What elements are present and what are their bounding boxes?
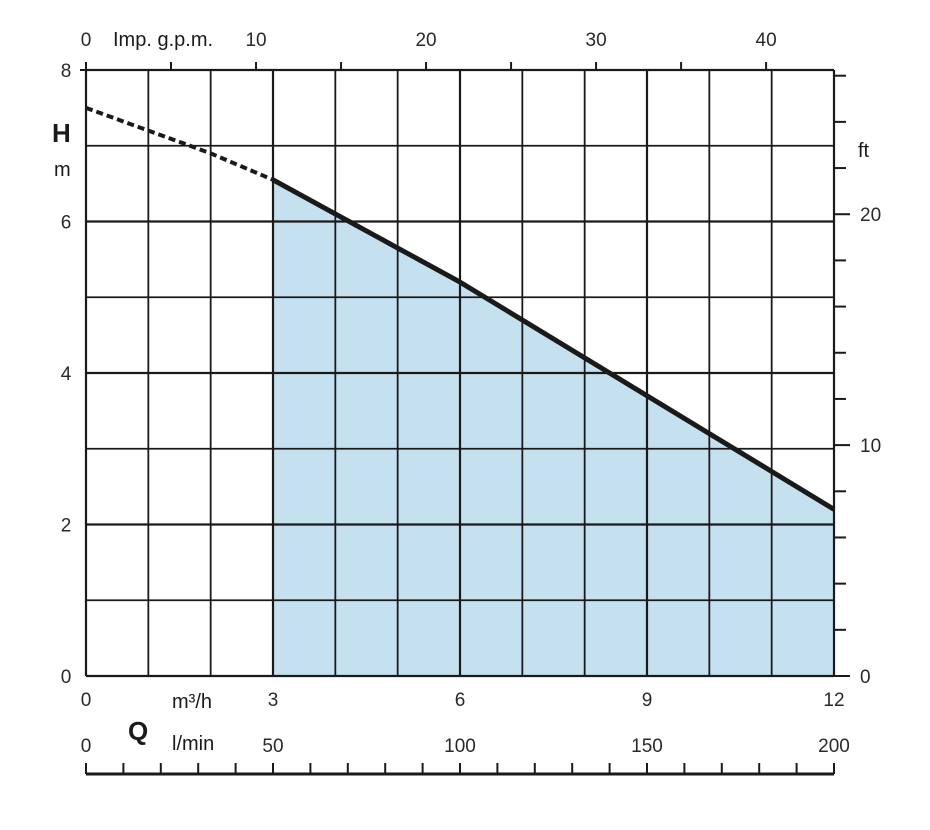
top-axis-unit: Imp. g.p.m. [113,29,213,51]
right-tick-label: 10 [860,436,881,457]
x-axis-unit-lpm: l/min [172,733,214,755]
right-tick-label: 0 [860,667,871,688]
axes [80,62,850,776]
shaded-area [273,179,834,676]
curve-solid-segment [271,177,836,512]
right-axis-unit: ft [858,140,870,162]
x-tick-label: 3 [268,690,279,711]
y-tick-label: 2 [61,516,72,537]
x-axis-unit-primary: m³/h [172,691,212,713]
top-tick-label: 20 [415,30,436,51]
lpm-tick-label: 50 [262,736,283,757]
operating-range-shading [273,179,834,676]
y-tick-label: 8 [61,61,72,82]
lpm-tick-label: 100 [444,736,476,757]
lpm-tick-label: 200 [818,736,850,757]
y-tick-label: 4 [61,364,72,385]
curve-dashed-segment [85,105,274,182]
y-tick-label: 6 [61,213,72,234]
lpm-tick-label: 150 [631,736,663,757]
x-tick-label: 0 [81,690,92,711]
x-tick-label: 12 [823,690,844,711]
y-tick-label: 0 [61,667,72,688]
y-axis-unit: m [54,159,71,181]
top-tick-label: 10 [245,30,266,51]
top-tick-label: 40 [756,30,777,51]
performance-curve [85,105,836,512]
top-tick-label: 30 [586,30,607,51]
right-tick-label: 20 [860,205,881,226]
y-axis-symbol: H [52,118,71,148]
lpm-tick-label: 0 [81,736,92,757]
top-tick-label: 0 [81,30,92,51]
x-axis-symbol: Q [128,716,148,746]
x-tick-label: 6 [455,690,466,711]
x-tick-label: 9 [642,690,653,711]
